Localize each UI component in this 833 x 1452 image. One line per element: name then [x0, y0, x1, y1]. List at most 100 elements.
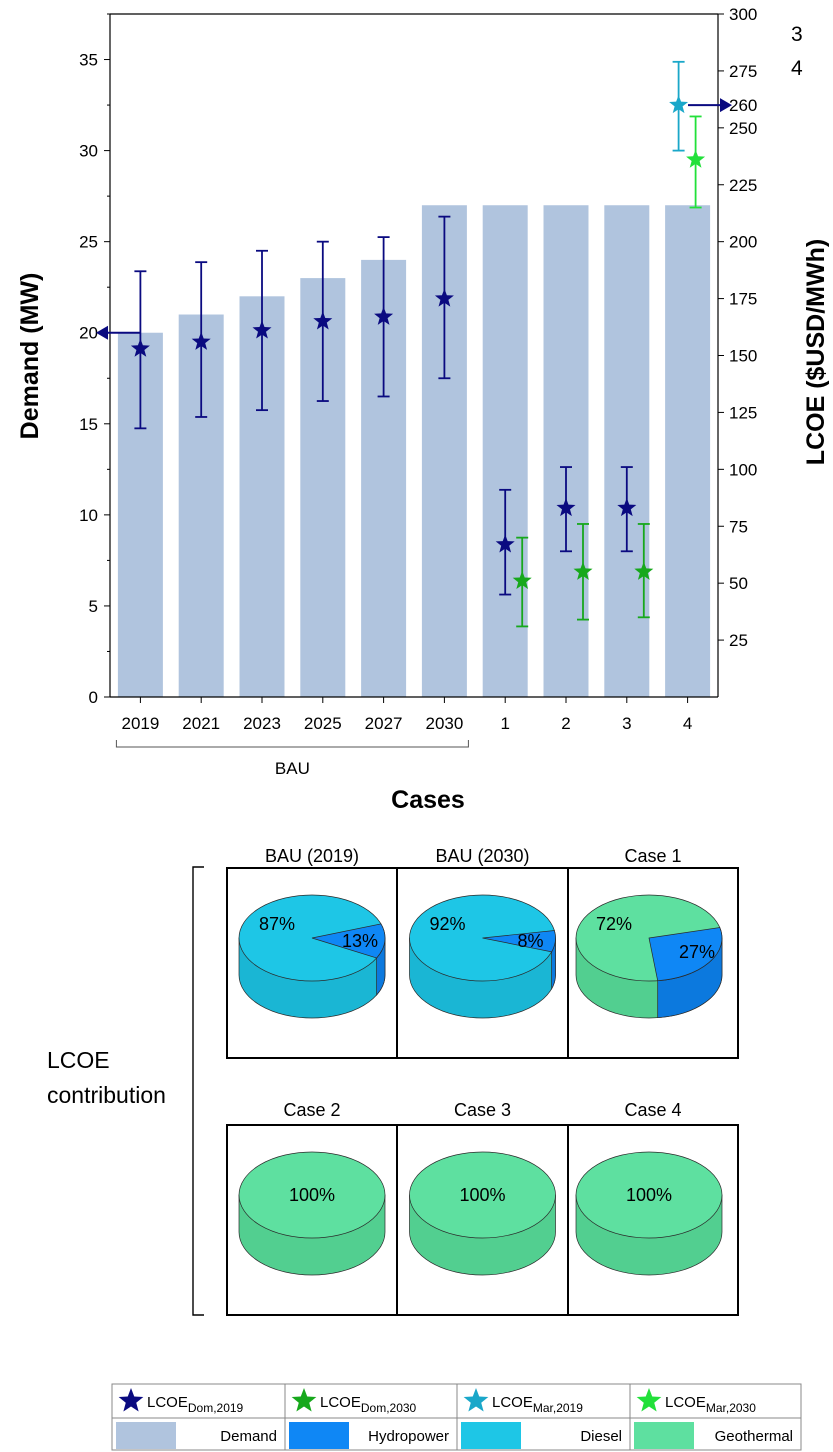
lcoe-contribution-label: contribution — [47, 1082, 166, 1108]
right-tick-label: 200 — [729, 233, 757, 252]
x-tick-label-2030: 2030 — [425, 714, 463, 733]
star-point-lcoe-dom-2030-1 — [512, 570, 532, 589]
legend-label-mar-2019: LCOEMar,2019 — [492, 1394, 583, 1415]
left-axis-arrow-head — [96, 325, 108, 340]
legend-swatch-hydropower — [289, 1422, 349, 1449]
x-tick-label-1: 1 — [500, 714, 509, 733]
pie-row-frame — [226, 867, 739, 1059]
star-point-lcoe-dom-2030-3 — [634, 561, 654, 580]
demand-bar-1 — [482, 205, 528, 698]
demand-bar-2 — [543, 205, 589, 698]
pie-slice-geothermal — [575, 1151, 723, 1239]
star-point-lcoe-dom-2019-2027 — [374, 306, 394, 325]
legend-label-diesel: Diesel — [580, 1428, 622, 1445]
star-point-lcoe-mar-2030-4 — [686, 149, 706, 168]
legend-label-dom-2030: LCOEDom,2030 — [320, 1394, 417, 1415]
pie-label-hydropower: 27% — [679, 942, 715, 962]
pie-label-diesel: 92% — [429, 914, 465, 934]
legend: LCOEDom,2019 LCOEDom,2030 LCOEMar,2019 LCOE… — [111, 1383, 802, 1451]
star-point-lcoe-dom-2019-2019 — [130, 338, 150, 357]
left-tick-label: 20 — [79, 324, 98, 343]
left-tick-label: 25 — [79, 233, 98, 252]
pie-slice-geothermal — [409, 1151, 556, 1239]
pie-slice-hydropower — [648, 927, 723, 982]
lcoe-contribution-bracket — [192, 866, 204, 1316]
right-tick-label: 100 — [729, 460, 757, 479]
star-point-lcoe-dom-2019-1 — [495, 534, 515, 553]
legend-label-demand: Demand — [220, 1428, 277, 1445]
y-axis-title-left: Demand (MW) — [16, 273, 44, 440]
pie-slice-hydropower — [311, 923, 386, 959]
x-tick-label-2027: 2027 — [365, 714, 403, 733]
corner-label: 3 — [791, 23, 803, 46]
pie-slice-hydropower — [482, 930, 556, 953]
right-axis-arrow-head — [720, 98, 732, 113]
pie-label-geothermal: 100% — [459, 1185, 505, 1205]
star-point-lcoe-dom-2030-2 — [573, 561, 593, 580]
right-tick-label: 300 — [729, 5, 757, 24]
demand-bar-4 — [665, 205, 711, 698]
right-tick-label: 75 — [729, 517, 748, 536]
left-tick-label: 15 — [79, 415, 98, 434]
legend-label-hydropower: Hydropower — [368, 1428, 449, 1445]
right-tick-label: 150 — [729, 347, 757, 366]
legend-swatch-geothermal — [634, 1422, 694, 1449]
x-tick-label-4: 4 — [683, 714, 692, 733]
right-tick-label: 50 — [729, 574, 748, 593]
lcoe-contribution-label: LCOE — [47, 1047, 110, 1073]
bau-group-label: BAU — [275, 759, 310, 778]
x-axis-title: Cases — [391, 786, 465, 814]
x-tick-label-2019: 2019 — [121, 714, 159, 733]
y-axis-title-right: LCOE ($USD/MWh) — [802, 239, 830, 465]
x-tick-label-2: 2 — [561, 714, 570, 733]
pie-title-4: Case 2 — [283, 1100, 340, 1120]
pie-label-hydropower: 8% — [517, 931, 543, 951]
legend-star-dom-2019 — [118, 1388, 144, 1412]
left-tick-label: 0 — [89, 688, 98, 707]
pie-title-6: Case 4 — [624, 1100, 681, 1120]
demand-lcoe-chart: 0510152025303525507510012515017520022525… — [16, 5, 830, 814]
right-tick-label: 250 — [729, 119, 757, 138]
bau-bracket — [115, 740, 469, 748]
right-tick-label: 275 — [729, 62, 757, 81]
legend-star-dom-2030 — [291, 1388, 317, 1412]
star-point-lcoe-dom-2019-3 — [617, 498, 637, 517]
left-tick-label: 30 — [79, 142, 98, 161]
star-point-lcoe-dom-2019-2021 — [191, 331, 211, 350]
x-tick-label-2025: 2025 — [304, 714, 342, 733]
pie-label-hydropower: 13% — [342, 931, 378, 951]
pie-label-geothermal: 72% — [596, 914, 632, 934]
x-tick-label-3: 3 — [622, 714, 631, 733]
legend-star-mar-2030 — [636, 1388, 662, 1412]
star-point-lcoe-mar-2019-4 — [669, 95, 689, 114]
x-tick-label-2021: 2021 — [182, 714, 220, 733]
pie-row-frame — [226, 1124, 739, 1316]
star-point-lcoe-dom-2019-2023 — [252, 320, 272, 339]
star-point-lcoe-dom-2019-2030 — [434, 288, 454, 307]
legend-label-dom-2019: LCOEDom,2019 — [147, 1394, 244, 1415]
right-tick-label: 25 — [729, 631, 748, 650]
legend-label-geothermal: Geothermal — [715, 1428, 793, 1445]
lcoe-contribution-pies: LCOE contribution BAU (2019) 87% 13% BAU (203… — [47, 846, 739, 1316]
demand-bar-3 — [604, 205, 650, 698]
legend-swatch-diesel — [461, 1422, 521, 1449]
legend-swatch-demand — [116, 1422, 176, 1449]
pie-label-geothermal: 100% — [626, 1185, 672, 1205]
left-tick-label: 35 — [79, 51, 98, 70]
pie-title-3: Case 1 — [624, 846, 681, 866]
left-tick-label: 5 — [89, 597, 98, 616]
star-point-lcoe-dom-2019-2025 — [313, 311, 333, 330]
left-tick-label: 10 — [79, 506, 98, 525]
corner-label: 4 — [791, 57, 803, 80]
right-tick-label: 225 — [729, 176, 757, 195]
pie-label-geothermal: 100% — [289, 1185, 335, 1205]
right-tick-label: 260 — [729, 96, 757, 115]
pie-label-diesel: 87% — [259, 914, 295, 934]
pie-slice-geothermal — [238, 1151, 386, 1239]
x-tick-label-2023: 2023 — [243, 714, 281, 733]
legend-label-mar-2030: LCOEMar,2030 — [665, 1394, 756, 1415]
legend-star-mar-2019 — [463, 1388, 489, 1412]
pie-title-1: BAU (2019) — [265, 846, 359, 866]
pie-title-2: BAU (2030) — [435, 846, 529, 866]
